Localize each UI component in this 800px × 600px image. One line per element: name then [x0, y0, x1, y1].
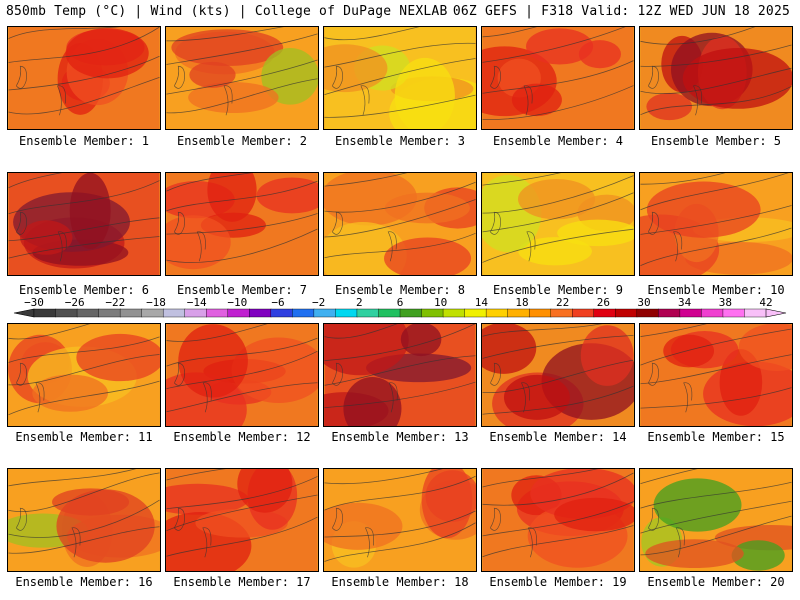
ensemble-member-label: Ensemble Member: 20: [647, 575, 785, 589]
ensemble-member-label: Ensemble Member: 12: [173, 430, 311, 444]
ensemble-member-label: Ensemble Member: 4: [492, 134, 624, 148]
ensemble-member-label: Ensemble Member: 14: [489, 430, 627, 444]
ensemble-member-label: Ensemble Member: 16: [15, 575, 153, 589]
header-title: 850mb Temp (°C) | Wind (kts) | College o…: [6, 4, 448, 19]
ensemble-member-label: Ensemble Member: 19: [489, 575, 627, 589]
colorbar-tick-label: −22: [105, 296, 126, 309]
ensemble-member-map: [7, 172, 161, 276]
ensemble-member-map: [481, 323, 635, 427]
ensemble-member-map: [7, 26, 161, 130]
ensemble-member-map: [639, 26, 793, 130]
ensemble-member-label: Ensemble Member: 11: [15, 430, 153, 444]
colorbar-tick-label: 22: [556, 296, 570, 309]
ensemble-member-map: [165, 323, 319, 427]
ensemble-member-map: [639, 172, 793, 276]
ensemble-member-label: Ensemble Member: 6: [18, 283, 150, 297]
ensemble-member-label: Ensemble Member: 15: [647, 430, 785, 444]
colorbar-tick-label: 18: [515, 296, 529, 309]
colorbar-tick-label: −2: [312, 296, 326, 309]
ensemble-member-map: [481, 172, 635, 276]
ensemble-member-label: Ensemble Member: 5: [650, 134, 782, 148]
ensemble-member-label: Ensemble Member: 18: [331, 575, 469, 589]
ensemble-member-label: Ensemble Member: 10: [647, 283, 785, 297]
colorbar-tick-label: −14: [186, 296, 207, 309]
ensemble-member-map: [165, 26, 319, 130]
ensemble-member-map: [323, 172, 477, 276]
ensemble-member-label: Ensemble Member: 3: [334, 134, 466, 148]
colorbar-tick-label: 38: [718, 296, 732, 309]
ensemble-member-map: [323, 468, 477, 572]
colorbar-tick-label: 34: [678, 296, 692, 309]
colorbar-tick-label: 2: [356, 296, 363, 309]
colorbar-tick-label: 10: [434, 296, 448, 309]
colorbar-tick-label: −18: [146, 296, 166, 309]
colorbar-tick-label: −30: [24, 296, 44, 309]
colorbar-tick-label: −26: [64, 296, 85, 309]
ensemble-member-map: [323, 323, 477, 427]
ensemble-member-label: Ensemble Member: 9: [492, 283, 624, 297]
ensemble-member-map: [639, 468, 793, 572]
colorbar-tick-label: −10: [227, 296, 248, 309]
ensemble-member-label: Ensemble Member: 7: [176, 283, 308, 297]
ensemble-member-map: [323, 26, 477, 130]
colorbar-tick-label: −6: [271, 296, 285, 309]
colorbar-tick-label: 30: [637, 296, 651, 309]
ensemble-member-label: Ensemble Member: 17: [173, 575, 311, 589]
header-valid-time: 06Z GEFS | F318 Valid: 12Z WED JUN 18 20…: [452, 4, 790, 19]
ensemble-member-map: [639, 323, 793, 427]
ensemble-member-map: [7, 468, 161, 572]
ensemble-member-map: [7, 323, 161, 427]
ensemble-member-map: [481, 26, 635, 130]
ensemble-member-label: Ensemble Member: 1: [18, 134, 150, 148]
colorbar-tick-label: 6: [396, 296, 404, 309]
colorbar-tick-label: 42: [759, 296, 773, 309]
ensemble-member-label: Ensemble Member: 8: [334, 283, 466, 297]
ensemble-member-map: [165, 172, 319, 276]
colorbar-tick-label: 14: [474, 296, 488, 309]
ensemble-member-label: Ensemble Member: 13: [331, 430, 469, 444]
ensemble-member-map: [165, 468, 319, 572]
ensemble-member-map: [481, 468, 635, 572]
colorbar-tick-label: 26: [596, 296, 610, 309]
ensemble-member-label: Ensemble Member: 2: [176, 134, 308, 148]
